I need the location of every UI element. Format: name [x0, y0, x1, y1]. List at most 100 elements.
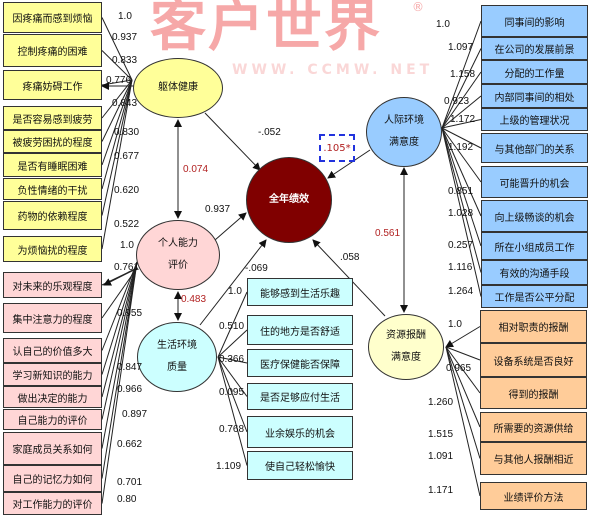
- path-line: [441, 119, 482, 129]
- path-line: [217, 291, 248, 358]
- label: 躯体健康: [158, 82, 198, 93]
- path-line: [101, 261, 138, 420]
- indicator-box: 所在小组成员工作: [481, 232, 588, 260]
- path-line: [441, 127, 482, 183]
- indicator-box: 能够感到生活乐趣: [247, 278, 353, 306]
- path-line: [441, 127, 482, 247]
- indicator-box: 家庭成员关系如何: [3, 432, 102, 465]
- indicator-box: 药物的依赖程度: [3, 201, 102, 230]
- path-line: [217, 329, 248, 358]
- loading-value: 0.966: [117, 384, 143, 395]
- latent-interpersonal-satisfaction: 人际环境 满意度: [366, 97, 442, 167]
- indicator-box: 分配的工作量: [481, 60, 588, 84]
- path-line: [101, 79, 133, 250]
- loading-value: 0.923: [444, 96, 470, 107]
- loading-value: 0.677: [114, 151, 140, 162]
- path-line: [445, 346, 481, 497]
- indicator-box: 与其他人报酬相近: [480, 442, 587, 475]
- label: 全年绩效: [269, 194, 309, 205]
- loading-value: 0.851: [448, 186, 474, 197]
- loading-value: 1.171: [428, 485, 454, 496]
- path-line: [101, 261, 138, 479]
- loading-value: 0.847: [117, 362, 143, 373]
- path-line: [101, 261, 138, 398]
- loading-value: 0.830: [114, 127, 140, 138]
- indicator-box: 得到的报酬: [480, 377, 587, 409]
- loading-value: 0.80: [117, 494, 137, 505]
- path-line: [217, 356, 248, 364]
- indicator-box: 同事间的影响: [481, 5, 588, 37]
- path-line: [214, 212, 247, 241]
- latent-annual-performance: 全年绩效: [246, 157, 332, 243]
- label: 满意度: [391, 352, 421, 363]
- loading-value: 0.257: [448, 240, 474, 251]
- path-line: [217, 356, 248, 433]
- indicator-box: 内部同事间的相处: [481, 84, 588, 108]
- loading-value: 1.028: [448, 208, 474, 219]
- path-line: [199, 239, 267, 326]
- latent-personal-ability: 个人能力 评价: [136, 220, 220, 290]
- indicator-box: 是否有睡眠困难: [3, 153, 102, 177]
- path-coef: -.069: [245, 263, 268, 274]
- loading-value: 1.192: [448, 142, 474, 153]
- path-line: [101, 79, 133, 190]
- indicator-box: 相对职责的报酬: [480, 310, 587, 343]
- indicator-box: 医疗保健能否保障: [247, 349, 353, 377]
- path-coef: 0.483: [181, 294, 207, 305]
- indicator-box: 集中注意力的程度: [3, 303, 102, 333]
- path-line: [441, 95, 482, 129]
- loading-value: 1.260: [428, 397, 454, 408]
- path-line: [217, 356, 248, 397]
- loading-value: 1.116: [448, 262, 473, 273]
- registered-mark: ®: [412, 0, 424, 14]
- indicator-box: 住的地方是否舒适: [247, 315, 353, 345]
- indicator-box: 与其他部门的关系: [481, 133, 588, 163]
- indicator-box: 是否容易感到疲劳: [3, 106, 102, 130]
- loading-value: 0.776: [106, 75, 132, 86]
- indicator-box: 可能晋升的机会: [481, 166, 588, 198]
- loading-value: 0.510: [219, 321, 245, 332]
- loading-value: 0.965: [446, 363, 472, 374]
- latent-body-health: 躯体健康: [133, 58, 223, 118]
- loading-value: 0.833: [112, 55, 138, 66]
- indicator-box: 对未来的乐观程度: [3, 272, 102, 298]
- path-coef: .058: [340, 252, 360, 263]
- indicator-box: 所需要的资源供给: [480, 412, 587, 442]
- indicator-box: 业绩评价方法: [480, 482, 587, 510]
- path-line: [441, 127, 482, 297]
- loading-value: 1.0: [436, 19, 450, 30]
- loading-value: 0.366: [219, 354, 245, 365]
- loading-value: 1.515: [428, 429, 454, 440]
- label: 质量: [167, 362, 187, 373]
- indicator-box: 认自己的价值多大: [3, 338, 102, 363]
- loading-value: 1.0: [118, 11, 132, 22]
- indicator-box: 设备系统是否良好: [480, 343, 587, 377]
- loading-value: 1.109: [216, 461, 242, 472]
- path-line: [101, 261, 138, 449]
- indicator-box: 上级的管理状况: [481, 108, 588, 131]
- path-line: [101, 79, 133, 166]
- loading-value: 1.0: [448, 319, 462, 330]
- loading-value: 0.768: [219, 424, 245, 435]
- indicator-box: 工作是否公平分配: [481, 285, 588, 308]
- path-line: [101, 79, 133, 142]
- path-line: [445, 346, 481, 428]
- indicator-box: 疼痛妨碍工作: [3, 70, 102, 100]
- path-coef: -.052: [258, 127, 281, 138]
- indicator-box: 自己的记忆力如何: [3, 465, 102, 492]
- label: 个人能力: [158, 238, 198, 249]
- path-line: [217, 356, 248, 466]
- loading-value: 0.761: [114, 262, 140, 273]
- path-line: [101, 50, 133, 81]
- path-coef: .105*: [323, 142, 351, 154]
- label: 评价: [168, 260, 188, 271]
- loading-value: 0.955: [117, 308, 143, 319]
- indicator-box: 因疼痛而感到烦恼: [3, 2, 102, 33]
- loading-value: 0.897: [122, 409, 148, 420]
- path-line: [103, 267, 139, 286]
- indicator-box: 控制疼痛的困难: [3, 34, 102, 67]
- indicator-box: 学习新知识的能力: [3, 363, 102, 386]
- loading-value: 1.172: [450, 114, 476, 125]
- loading-value: 0.522: [114, 219, 140, 230]
